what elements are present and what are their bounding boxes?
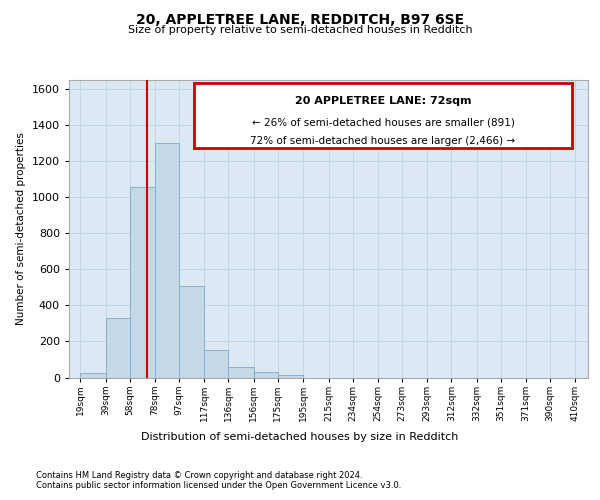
Text: Size of property relative to semi-detached houses in Redditch: Size of property relative to semi-detach… [128, 25, 472, 35]
Bar [106, 318, 130, 378]
Text: 20, APPLETREE LANE, REDDITCH, B97 6SE: 20, APPLETREE LANE, REDDITCH, B97 6SE [136, 12, 464, 26]
Bar [229, 366, 254, 378]
Text: Distribution of semi-detached houses by size in Redditch: Distribution of semi-detached houses by … [142, 432, 458, 442]
Text: Contains HM Land Registry data © Crown copyright and database right 2024.: Contains HM Land Registry data © Crown c… [36, 471, 362, 480]
Bar [130, 188, 155, 378]
Bar [254, 372, 278, 378]
Bar [205, 350, 229, 378]
Bar [155, 143, 179, 378]
Bar [80, 373, 106, 378]
Text: Contains public sector information licensed under the Open Government Licence v3: Contains public sector information licen… [36, 481, 401, 490]
Y-axis label: Number of semi-detached properties: Number of semi-detached properties [16, 132, 26, 325]
Bar [278, 375, 303, 378]
Bar [179, 286, 205, 378]
